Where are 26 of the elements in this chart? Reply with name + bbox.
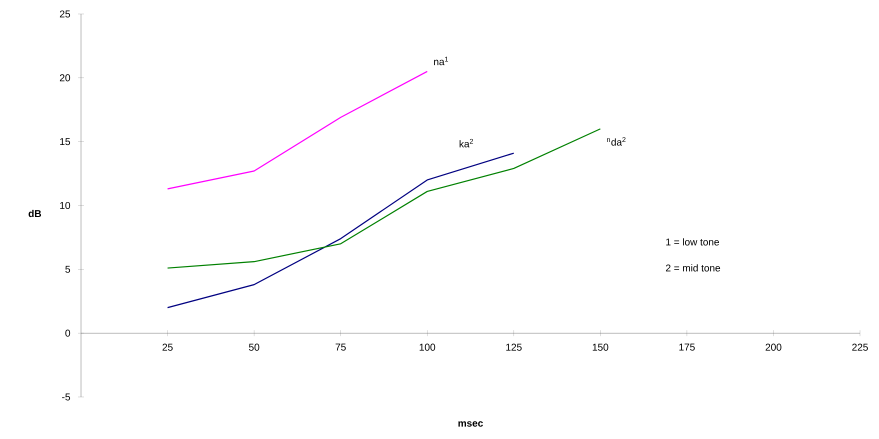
x-tick-label: 200	[766, 344, 782, 351]
y-tick-label: 5	[65, 266, 70, 273]
annotation: 1 = low tone	[666, 238, 719, 246]
x-tick-label: 100	[420, 344, 436, 351]
y-tick-label: 10	[60, 202, 70, 210]
line-series	[166, 70, 428, 190]
y-axis-title: dB	[28, 210, 42, 218]
x-tick-label: 225	[852, 344, 868, 351]
x-axis-title: msec	[458, 421, 483, 427]
annotation: 2 = mid tone	[666, 264, 720, 272]
y-tick-label: 20	[60, 74, 70, 82]
y-tick-label: 25	[60, 10, 70, 18]
x-tick-label: 175	[679, 344, 695, 351]
x-tick-label: 125	[506, 344, 522, 351]
series-label: na$^{1}$	[434, 56, 448, 66]
y-tick-label: -5	[62, 394, 70, 400]
x-tick-label: 75	[336, 344, 346, 351]
x-tick-label: 50	[248, 344, 260, 351]
line-series	[166, 128, 601, 269]
x-tick-label: 25	[162, 344, 173, 351]
series-label: $^{n}$da$^{2}$	[607, 137, 626, 146]
x-tick-label: 150	[592, 344, 608, 351]
line-series	[166, 152, 514, 308]
series-label: ka$^{2}$	[460, 138, 474, 148]
y-tick-label: 15	[60, 138, 70, 146]
y-tick-label: 0	[65, 330, 70, 337]
